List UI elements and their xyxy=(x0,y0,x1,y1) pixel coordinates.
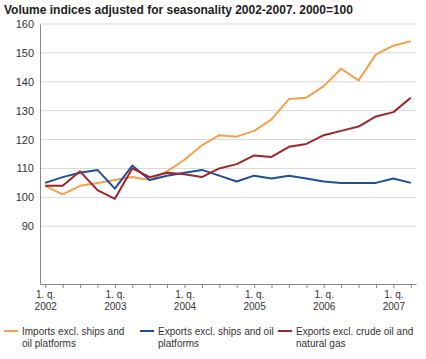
x-tick: 1. q.2007 xyxy=(383,284,406,312)
y-tick: 100 xyxy=(16,191,40,203)
x-tick: 1. q.2005 xyxy=(243,284,266,312)
x-tick xyxy=(237,284,238,288)
grid-line xyxy=(40,24,416,25)
x-tick-mark xyxy=(97,284,98,288)
x-tick-mark xyxy=(167,284,168,288)
x-tick-label: 1. q.2002 xyxy=(35,289,58,312)
x-tick-mark xyxy=(184,284,185,288)
legend-label: Exports excl. crude oil andnatural gas xyxy=(296,326,413,349)
lines xyxy=(45,41,411,198)
x-axis: 1. q.2002 1. q.2003 1. q.2004 1. q.2005 1. q… xyxy=(35,284,417,312)
x-tick xyxy=(150,284,151,288)
x-tick xyxy=(359,284,360,288)
x-tick-mark xyxy=(202,284,203,288)
x-tick-mark xyxy=(393,284,394,288)
y-tick-label: 150 xyxy=(16,47,34,59)
x-tick xyxy=(167,284,168,288)
x-tick-mark xyxy=(219,284,220,288)
grid-line xyxy=(40,110,416,111)
x-tick: 1. q.2004 xyxy=(174,284,197,312)
legend-item: Exports excl. crude oil andnatural gas xyxy=(278,326,413,349)
x-tick xyxy=(306,284,307,288)
x-tick-mark xyxy=(132,284,133,288)
x-tick-mark xyxy=(411,284,412,288)
y-tick: 130 xyxy=(16,105,40,117)
grid-line xyxy=(40,226,416,227)
x-tick-mark xyxy=(80,284,81,288)
x-tick xyxy=(341,284,342,288)
x-axis-line xyxy=(41,284,417,285)
x-tick-label: 1. q.2006 xyxy=(313,289,336,312)
x-tick xyxy=(97,284,98,288)
x-tick-label: 1. q.2005 xyxy=(243,289,266,312)
y-tick: 140 xyxy=(16,76,40,88)
x-tick xyxy=(376,284,377,288)
x-tick-mark xyxy=(324,284,325,288)
x-tick-mark xyxy=(376,284,377,288)
x-tick: 1. q.2003 xyxy=(104,284,127,312)
x-tick: 1. q.2002 xyxy=(35,284,58,312)
x-tick xyxy=(272,284,273,288)
legend-swatch xyxy=(278,330,292,332)
y-tick-label: 160 xyxy=(16,18,34,30)
x-tick-mark xyxy=(341,284,342,288)
legend-swatch xyxy=(140,330,154,332)
x-tick xyxy=(289,284,290,288)
x-tick-mark xyxy=(359,284,360,288)
x-tick-mark xyxy=(289,284,290,288)
x-tick-mark xyxy=(254,284,255,288)
x-tick xyxy=(63,284,64,288)
grid-line xyxy=(40,139,416,140)
x-tick-mark xyxy=(237,284,238,288)
x-tick xyxy=(411,284,412,288)
x-tick-mark xyxy=(115,284,116,288)
y-tick-label: 140 xyxy=(16,76,34,88)
series-line xyxy=(45,41,411,194)
y-tick-label: 110 xyxy=(16,162,34,174)
x-tick-label: 1. q.2003 xyxy=(104,289,127,312)
y-tick: 160 xyxy=(16,18,40,30)
legend-label: Exports excl. ships and oilplatforms xyxy=(158,326,274,349)
x-tick xyxy=(202,284,203,288)
y-axis: 90 100 110 120 130 140 150 160 xyxy=(16,18,41,284)
y-tick-label: 100 xyxy=(16,191,34,203)
y-tick: 120 xyxy=(16,134,40,146)
chart: Volume indices adjusted for seasonality … xyxy=(0,0,426,359)
x-tick-label: 1. q.2004 xyxy=(174,289,197,312)
x-tick xyxy=(219,284,220,288)
grid-line xyxy=(40,197,416,198)
x-tick-mark xyxy=(272,284,273,288)
title: Volume indices adjusted for seasonality … xyxy=(4,3,353,17)
grid-line xyxy=(40,168,416,169)
y-tick-label: 90 xyxy=(22,220,34,232)
x-tick: 1. q.2006 xyxy=(313,284,336,312)
y-tick-label: 130 xyxy=(16,105,34,117)
x-tick xyxy=(132,284,133,288)
y-tick: 150 xyxy=(16,47,40,59)
x-tick xyxy=(80,284,81,288)
legend-swatch xyxy=(4,330,18,332)
legend: Imports excl. ships andoil platforms Expo… xyxy=(4,326,413,349)
legend-label: Imports excl. ships andoil platforms xyxy=(22,326,124,349)
y-tick-label: 120 xyxy=(16,134,34,146)
legend-item: Exports excl. ships and oilplatforms xyxy=(140,326,274,349)
grid-line xyxy=(40,52,416,53)
x-tick-mark xyxy=(45,284,46,288)
series-line xyxy=(45,98,411,199)
y-tick: 110 xyxy=(16,162,40,174)
x-tick-mark xyxy=(150,284,151,288)
legend-item: Imports excl. ships andoil platforms xyxy=(4,326,124,349)
x-tick-mark xyxy=(63,284,64,288)
grid-line xyxy=(40,81,416,82)
series-line xyxy=(45,166,411,189)
y-tick: 90 xyxy=(22,220,40,232)
y-axis-line xyxy=(40,25,41,285)
x-tick-mark xyxy=(306,284,307,288)
x-tick-label: 1. q.2007 xyxy=(383,289,406,312)
